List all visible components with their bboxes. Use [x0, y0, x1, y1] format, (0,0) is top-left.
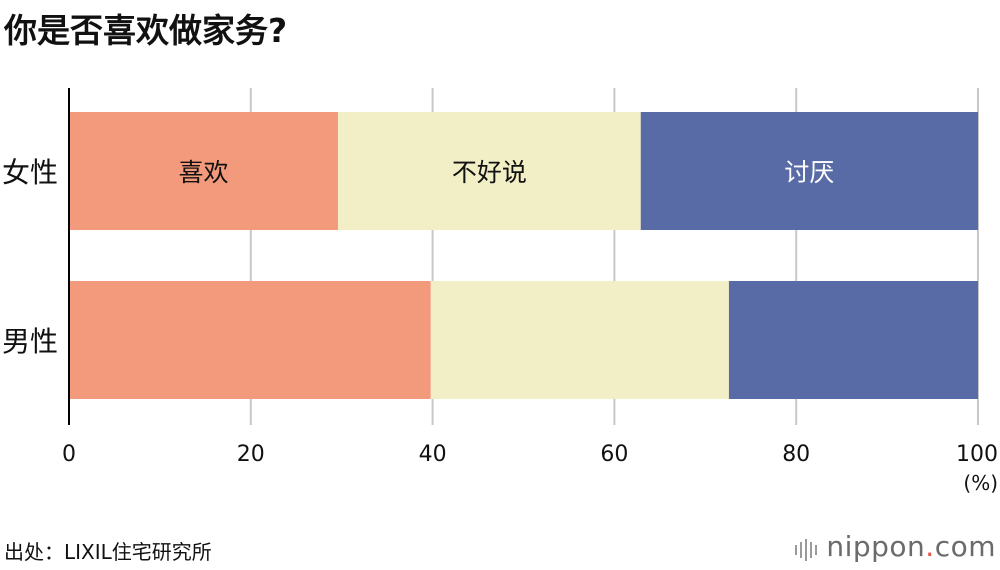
- bar-segment: [640, 112, 978, 230]
- bar-segment: [69, 281, 431, 399]
- bar-segment: [728, 281, 978, 399]
- brand-dot: .: [925, 530, 935, 563]
- brand-logo: nippon.com: [795, 530, 996, 565]
- category-label: 女性: [2, 156, 58, 189]
- source-note: 出处：LIXIL住宅研究所: [4, 540, 212, 564]
- x-unit-label: (%): [963, 471, 998, 495]
- bar-segment: [338, 112, 641, 230]
- bar-segment: [69, 112, 339, 230]
- x-tick-label: 40: [419, 442, 447, 467]
- category-label: 男性: [2, 325, 58, 358]
- brand-bars-icon: [795, 532, 820, 565]
- segment-label: 喜欢: [179, 158, 229, 187]
- chart-title: 你是否喜欢做家务?: [4, 11, 288, 50]
- bar-segment: [430, 281, 729, 399]
- x-tick-label: 100: [956, 442, 998, 467]
- x-tick-label: 0: [62, 442, 76, 467]
- x-tick-label: 60: [600, 442, 628, 467]
- brand-suffix: com: [934, 530, 996, 563]
- x-tick-label: 80: [782, 442, 810, 467]
- segment-label: 不好说: [452, 158, 527, 187]
- segment-label: 讨厌: [784, 158, 834, 187]
- x-tick-label: 20: [237, 442, 265, 467]
- brand-name: nippon: [826, 530, 926, 563]
